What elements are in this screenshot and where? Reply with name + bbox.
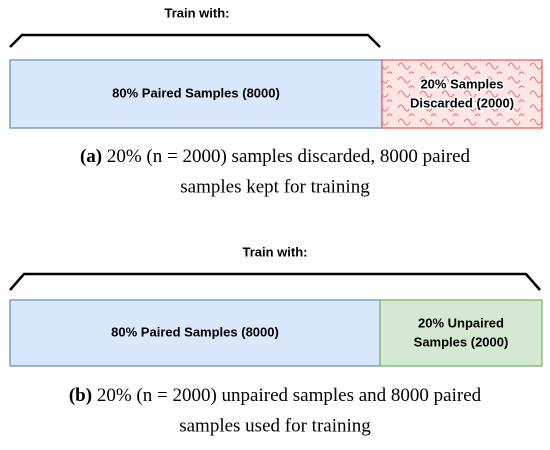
paired-box [9, 299, 381, 367]
panel-b: Train with: 80% Paired Samples (8000) 20… [9, 244, 543, 436]
box-label: 80% Paired Samples (8000) [111, 324, 279, 339]
caption-label: (b) [69, 385, 92, 406]
bracket-label: Train with: [243, 244, 308, 259]
discarded-box [381, 59, 543, 129]
box-label: Samples (2000) [414, 334, 509, 349]
box-label: 20% Samples [420, 76, 503, 91]
caption-label: (a) [80, 146, 102, 167]
caption: (b) 20% (n = 2000) unpaired samples and … [69, 385, 482, 406]
paired-box [9, 59, 383, 129]
caption-text: 20% (n = 2000) samples discarded, 8000 p… [107, 146, 471, 167]
caption-text: 20% (n = 2000) unpaired samples and 8000… [97, 385, 482, 406]
caption: samples used for training [179, 415, 371, 436]
box-label: 20% Unpaired [418, 315, 504, 330]
caption: (a) 20% (n = 2000) samples discarded, 80… [80, 146, 471, 167]
unpaired-box [379, 299, 543, 367]
caption: samples kept for training [180, 176, 370, 197]
bracket [9, 33, 381, 48]
bracket-label: Train with: [165, 5, 230, 20]
bracket [9, 272, 541, 291]
box-label: Discarded (2000) [410, 95, 514, 110]
box-label: 80% Paired Samples (8000) [112, 85, 280, 100]
panel-a: Train with: 80% Paired Samples (8000) 20… [9, 5, 543, 197]
